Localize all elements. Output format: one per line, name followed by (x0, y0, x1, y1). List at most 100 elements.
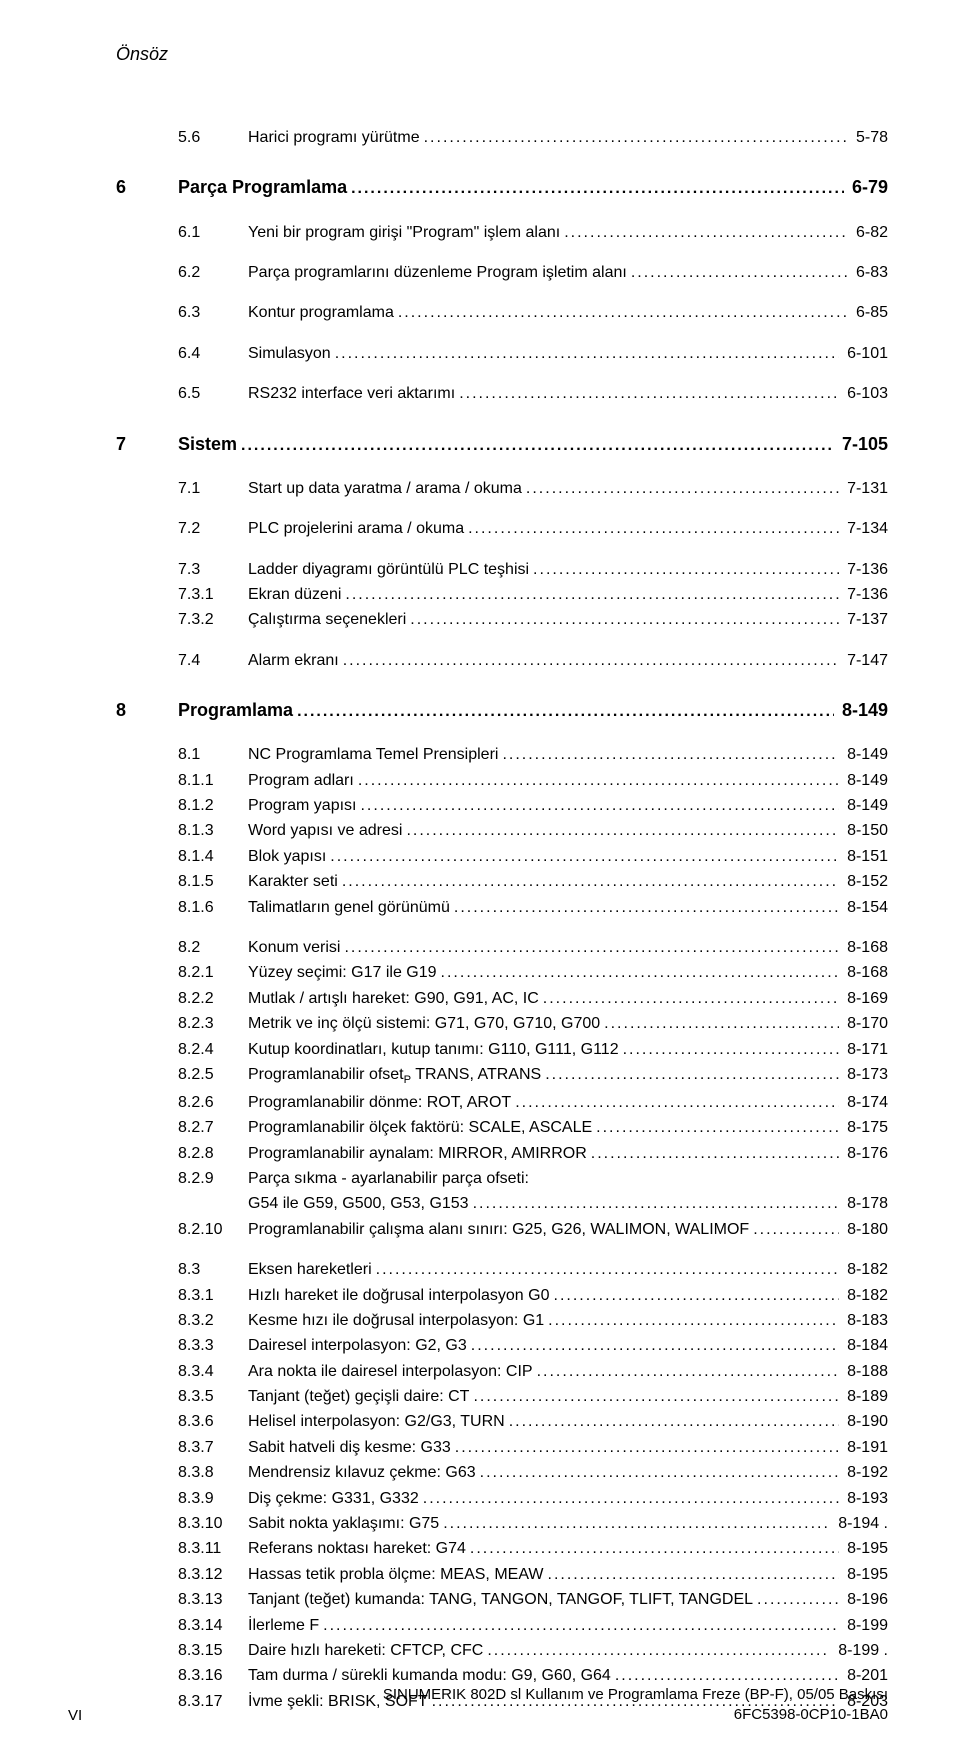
toc-entry-row: 8.1.1Program adları8-149 (116, 770, 888, 792)
toc-entry-number: 6.5 (178, 383, 248, 405)
toc-entry-page: 8-194 . (838, 1513, 888, 1535)
dot-leader (342, 874, 839, 890)
toc-entry-number: 8.2.8 (178, 1143, 248, 1165)
toc-entry-title: Word yapısı ve adresi (248, 820, 402, 842)
toc-entry-row: 7.3.2Çalıştırma seçenekleri7-137 (116, 609, 888, 631)
toc-entry-page: 8-152 (847, 871, 888, 893)
toc-entry-number: 8.1.6 (178, 897, 248, 919)
dot-leader (297, 704, 834, 720)
toc-entry-page: 7-147 (847, 650, 888, 672)
dot-leader (591, 1146, 839, 1162)
toc-entry-number: 8.3.2 (178, 1310, 248, 1332)
toc-entry-row: 8.2.9Parça sıkma - ayarlanabilir parça o… (116, 1168, 888, 1190)
toc-entry-number: 8.1.4 (178, 846, 248, 868)
toc-entry-number: 8.2.4 (178, 1039, 248, 1061)
footer-line-2: 6FC5398-0CP10-1BA0 (138, 1705, 888, 1725)
toc-entry-title: Kutup koordinatları, kutup tanımı: G110,… (248, 1039, 619, 1061)
toc-entry-title: Harici programı yürütme (248, 127, 420, 149)
toc-entry-number: 8.3.5 (178, 1386, 248, 1408)
toc-entry-row: 8.2.1Yüzey seçimi: G17 ile G198-168 (116, 962, 888, 984)
toc-entry-title: PLC projelerini arama / okuma (248, 518, 464, 540)
toc-entry-number: 7.3.1 (178, 584, 248, 606)
toc-entry-number: 7.4 (178, 650, 248, 672)
toc-entry-title: Metrik ve inç ölçü sistemi: G71, G70, G7… (248, 1013, 600, 1035)
dot-leader (323, 1618, 839, 1634)
toc-entry-row: 8.1.3Word yapısı ve adresi8-150 (116, 820, 888, 842)
dot-leader (480, 1465, 839, 1481)
toc-entry-row: 8.3Eksen hareketleri8-182 (116, 1259, 888, 1281)
toc-chapter-row: 8Programlama8-149 (116, 698, 888, 723)
toc-entry-page: 8-191 (847, 1437, 888, 1459)
toc-entry-title: Hızlı hareket ile doğrusal interpolasyon… (248, 1285, 550, 1307)
toc-entry-title: Programlanabilir ofsetP TRANS, ATRANS (248, 1064, 541, 1089)
toc-entry-row: 7.2PLC projelerini arama / okuma7-134 (116, 518, 888, 540)
toc-entry-title: Konum verisi (248, 937, 340, 959)
toc-entry-page: 8-195 (847, 1564, 888, 1586)
toc-entry-title: Hassas tetik probla ölçme: MEAS, MEAW (248, 1564, 544, 1586)
toc-entry-number: 8.3.13 (178, 1589, 248, 1611)
dot-leader (470, 1541, 839, 1557)
running-head: Önsöz (116, 44, 888, 65)
toc-entry-page: 8-168 (847, 937, 888, 959)
toc-entry-title: Talimatların genel görünümü (248, 897, 450, 919)
toc-entry-title: Programlanabilir aynalam: MIRROR, AMIRRO… (248, 1143, 587, 1165)
toc-chapter-row: 6Parça Programlama6-79 (116, 175, 888, 200)
toc-entry-row: 8.3.15Daire hızlı hareketi: CFTCP, CFC8-… (116, 1640, 888, 1662)
toc-entry-page: 8-154 (847, 897, 888, 919)
toc-entry-page: 8-149 (847, 770, 888, 792)
page-number: VI (68, 1707, 138, 1724)
toc-entry-row: 6.5RS232 interface veri aktarımı6-103 (116, 383, 888, 405)
toc-entry-title: Ekran düzeni (248, 584, 341, 606)
toc-entry-number: 8.3.12 (178, 1564, 248, 1586)
toc-entry-number: 8.2.2 (178, 988, 248, 1010)
toc-entry-row: 8.2.6Programlanabilir dönme: ROT, AROT8-… (116, 1092, 888, 1114)
toc-entry-row: 8.2Konum verisi 8-168 (116, 937, 888, 959)
dot-leader (360, 798, 839, 814)
dot-leader (459, 386, 839, 402)
toc-entry-number: 8.1.3 (178, 820, 248, 842)
toc-entry-page: 8-190 (847, 1411, 888, 1433)
toc-entry-number: 8.2.5 (178, 1064, 248, 1086)
toc-entry-page: 8-193 (847, 1488, 888, 1510)
toc-entry-row: 8.1.6Talimatların genel görünümü 8-154 (116, 897, 888, 919)
toc-entry-title: Parça Programlama (178, 175, 347, 200)
toc-entry-number: 8.3.11 (178, 1538, 248, 1560)
toc-entry-number: 6 (116, 175, 178, 200)
toc-entry-title: Start up data yaratma / arama / okuma (248, 478, 522, 500)
toc-entry-number: 7.1 (178, 478, 248, 500)
toc-entry-number: 8.2.1 (178, 962, 248, 984)
toc-entry-page: 8-199 (847, 1615, 888, 1637)
toc-entry-title: Parça sıkma - ayarlanabilir parça ofseti… (248, 1168, 529, 1190)
toc-entry-number: 8 (116, 698, 178, 723)
toc-entry-page: 7-131 (847, 478, 888, 500)
toc-entry-title: Kontur programlama (248, 302, 394, 324)
toc-entry-number: 8.3.15 (178, 1640, 248, 1662)
dot-leader (335, 346, 839, 362)
toc-entry-page: 8-182 (847, 1259, 888, 1281)
toc-entry-number: 8.3.9 (178, 1488, 248, 1510)
toc-entry-row: 7.3Ladder diyagramı görüntülü PLC teşhis… (116, 559, 888, 581)
toc-entry-title: İlerleme F (248, 1615, 319, 1637)
toc-entry-page: 8-149 (842, 698, 888, 723)
dot-leader (564, 225, 848, 241)
toc-entry-title: Tanjant (teğet) kumanda: TANG, TANGON, T… (248, 1589, 753, 1611)
toc-entry-number: 8.1.5 (178, 871, 248, 893)
dot-leader (515, 1095, 839, 1111)
toc-entry-title: Programlanabilir ölçek faktörü: SCALE, A… (248, 1117, 592, 1139)
dot-leader (473, 1196, 840, 1212)
toc-entry-row: 8.3.7Sabit hatveli diş kesme: G338-191 (116, 1437, 888, 1459)
dot-leader (330, 849, 839, 865)
dot-leader (423, 1491, 839, 1507)
toc-entry-title: G54 ile G59, G500, G53, G153 (248, 1193, 469, 1215)
toc-entry-number: 8.2 (178, 937, 248, 959)
dot-leader (543, 991, 839, 1007)
toc-entry-number: 5.6 (178, 127, 248, 149)
toc-entry-number: 6.1 (178, 222, 248, 244)
dot-leader (376, 1262, 839, 1278)
toc-entry-title: Dairesel interpolasyon: G2, G3 (248, 1335, 467, 1357)
toc-entry-number: 8.2.7 (178, 1117, 248, 1139)
toc-entry-row: 8.3.4Ara nokta ile dairesel interpolasyo… (116, 1361, 888, 1383)
page: Önsöz 5.6Harici programı yürütme5-786Par… (0, 0, 960, 1756)
toc-entry-page: 8-170 (847, 1013, 888, 1035)
toc-entry-title: Mendrensiz kılavuz çekme: G63 (248, 1462, 476, 1484)
